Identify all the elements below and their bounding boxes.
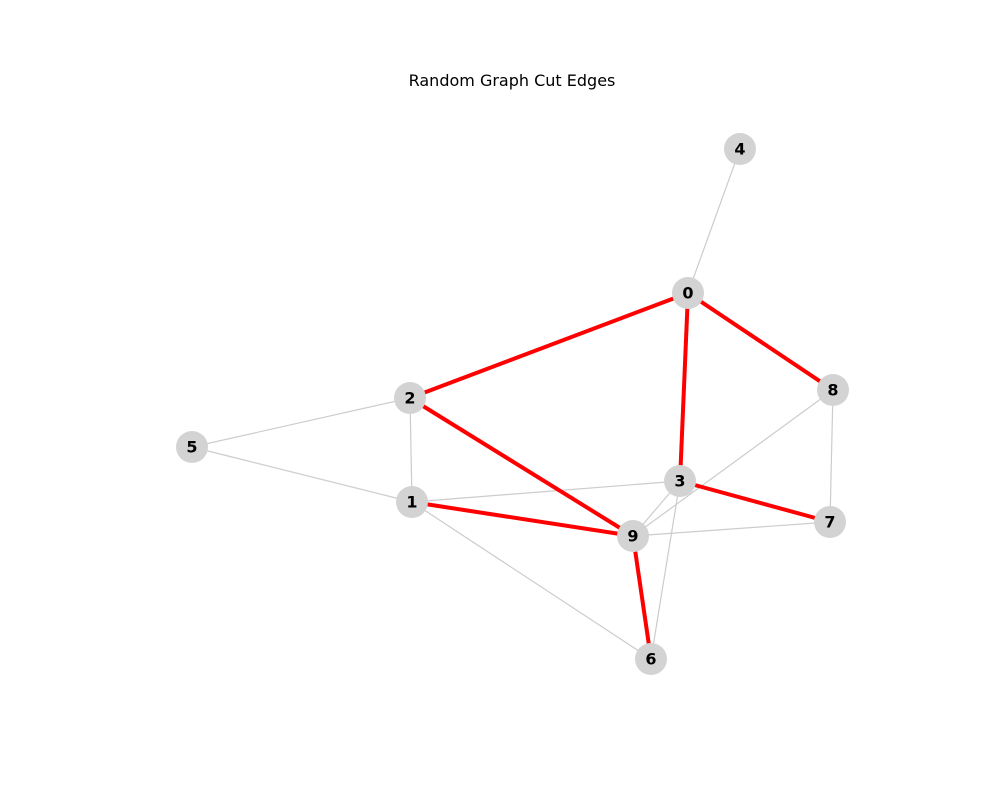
node-circle-3 bbox=[664, 465, 696, 497]
node-circle-8 bbox=[817, 374, 849, 406]
edge-2-1 bbox=[409, 397, 413, 503]
cut-edge-0-2 bbox=[409, 291, 689, 400]
chart-title: Random Graph Cut Edges bbox=[408, 71, 616, 90]
node-4: 4 bbox=[724, 133, 756, 165]
nodes-layer: 0 1 2 3 4 5 6 7 8 9 bbox=[176, 133, 849, 675]
cut-edge-1-9 bbox=[411, 500, 634, 538]
node-7: 7 bbox=[814, 506, 846, 538]
node-label-8: 8 bbox=[827, 381, 838, 400]
node-circle-0 bbox=[672, 277, 704, 309]
node-6: 6 bbox=[635, 643, 667, 675]
node-label-6: 6 bbox=[645, 650, 656, 669]
node-5: 5 bbox=[176, 431, 208, 463]
cut-edge-9-6 bbox=[631, 535, 653, 660]
node-circle-1 bbox=[396, 486, 428, 518]
edge-2-5 bbox=[191, 397, 411, 448]
cut-edge-0-8 bbox=[686, 291, 835, 392]
edges-layer bbox=[191, 148, 835, 660]
edge-1-3 bbox=[411, 480, 681, 503]
node-label-2: 2 bbox=[404, 389, 415, 408]
node-2: 2 bbox=[394, 382, 426, 414]
edge-9-7 bbox=[632, 521, 831, 537]
node-label-9: 9 bbox=[627, 527, 638, 546]
node-label-7: 7 bbox=[824, 513, 835, 532]
node-circle-5 bbox=[176, 431, 208, 463]
edge-3-6 bbox=[650, 480, 681, 660]
cut-edge-2-9 bbox=[408, 396, 635, 538]
node-8: 8 bbox=[817, 374, 849, 406]
node-9: 9 bbox=[617, 520, 649, 552]
edge-1-6 bbox=[411, 501, 652, 660]
edge-0-4 bbox=[687, 148, 741, 294]
node-circle-9 bbox=[617, 520, 649, 552]
node-label-5: 5 bbox=[186, 438, 197, 457]
node-circle-2 bbox=[394, 382, 426, 414]
node-circle-6 bbox=[635, 643, 667, 675]
node-label-0: 0 bbox=[682, 284, 693, 303]
node-label-1: 1 bbox=[406, 493, 417, 512]
node-label-3: 3 bbox=[674, 472, 685, 491]
node-label-4: 4 bbox=[734, 140, 745, 159]
edge-8-9 bbox=[632, 389, 834, 537]
node-circle-4 bbox=[724, 133, 756, 165]
cut-edge-3-7 bbox=[679, 479, 831, 524]
node-0: 0 bbox=[672, 277, 704, 309]
cut-edge-0-3 bbox=[678, 292, 690, 482]
node-circle-7 bbox=[814, 506, 846, 538]
node-1: 1 bbox=[396, 486, 428, 518]
edge-5-1 bbox=[191, 446, 413, 503]
edge-8-7 bbox=[829, 389, 834, 523]
node-3: 3 bbox=[664, 465, 696, 497]
